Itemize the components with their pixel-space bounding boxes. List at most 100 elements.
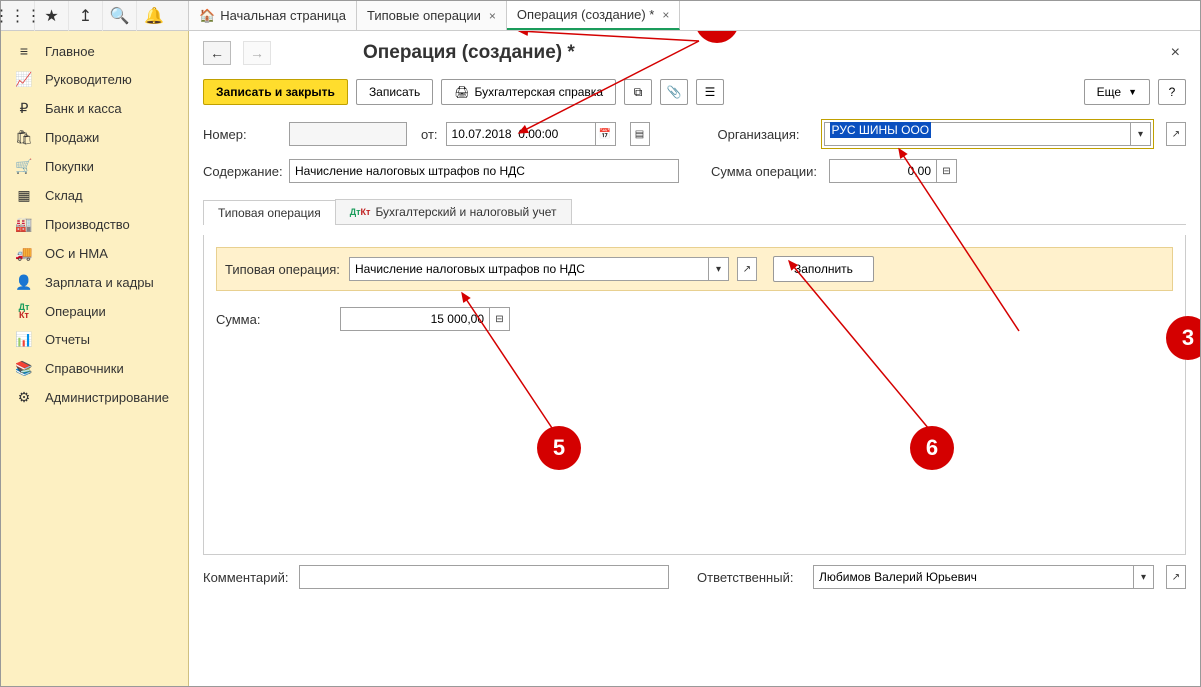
print-ref-label: Бухгалтерская справка [474,85,603,99]
from-label: от: [421,127,438,142]
open-typ-button[interactable]: ↗ [737,257,757,281]
row-content-sum: Содержание: Сумма операции: ⊟ [203,159,1186,183]
close-button[interactable]: × [1165,42,1186,64]
tab-label: Операция (создание) * [517,7,654,22]
inner-tab-typical[interactable]: Типовая операция [203,200,336,225]
tab-home[interactable]: 🏠 Начальная страница [189,1,357,30]
inner-content: Типовая операция: ▾ ↗ Заполнить Сумма: ⊟ [203,235,1186,555]
attach-button[interactable]: 📎 [660,79,688,105]
amount-input[interactable] [340,307,490,331]
sidebar-item-label: Отчеты [45,332,90,347]
sum-input[interactable] [829,159,937,183]
system-icons: ⋮⋮⋮ ★ ↥ 🔍 🔔 [1,1,189,30]
search-icon[interactable]: 🔍 [103,1,137,31]
sidebar-item-dictionaries[interactable]: 📚 Справочники [1,354,188,383]
close-icon[interactable]: × [489,9,496,23]
bag-icon: 🛍 [15,129,33,146]
sidebar-item-label: Производство [45,217,130,232]
top-toolbar: ⋮⋮⋮ ★ ↥ 🔍 🔔 🏠 Начальная страница Типовые… [1,1,1200,31]
sidebar-item-sales[interactable]: 🛍 Продажи [1,123,188,152]
open-org-button[interactable]: ↗ [1166,122,1186,146]
content-input[interactable] [289,159,679,183]
apps-icon[interactable]: ⋮⋮⋮ [1,1,35,31]
calc-icon[interactable]: ⊟ [937,159,957,183]
sidebar-item-bank[interactable]: ₽ Банк и касса [1,94,188,123]
more-label: Еще [1097,85,1121,99]
sidebar-item-admin[interactable]: ⚙ Администрирование [1,383,188,412]
chart-icon: 📈 [15,71,33,88]
save-close-button[interactable]: Записать и закрыть [203,79,348,105]
resp-input[interactable] [813,565,1134,589]
main-content: ← → Операция (создание) * × Записать и з… [189,31,1200,686]
comment-input[interactable] [299,565,669,589]
calendar-icon[interactable]: 📅 [596,122,616,146]
page-title: Операция (создание) * [363,42,575,64]
help-button[interactable]: ? [1158,79,1186,105]
content-label: Содержание: [203,164,281,179]
sidebar-item-warehouse[interactable]: ▦Склад [1,181,188,210]
forward-button[interactable]: → [243,41,271,65]
typ-input[interactable] [349,257,709,281]
fill-button[interactable]: Заполнить [773,256,874,282]
tab-operation-create[interactable]: Операция (создание) * × [507,1,680,30]
row-number-date-org: Номер: от: 📅 ▤ Организация: РУС ШИНЫ ООО… [203,119,1186,149]
list-button[interactable]: ☰ [696,79,724,105]
sidebar-item-purchases[interactable]: 🛒Покупки [1,152,188,181]
back-button[interactable]: ← [203,41,231,65]
doc-icon[interactable]: ▤ [630,122,650,146]
comment-label: Комментарий: [203,570,291,585]
sidebar-item-label: Администрирование [45,390,169,405]
sidebar-item-main[interactable]: ≡Главное [1,37,188,65]
reports-icon: 📊 [15,331,33,348]
row-amount: Сумма: ⊟ [216,307,1173,331]
number-input[interactable] [289,122,407,146]
sidebar-item-label: ОС и НМА [45,246,108,261]
chevron-down-icon[interactable]: ▾ [709,257,729,281]
sidebar-item-label: Банк и касса [45,101,122,116]
sidebar-item-label: Продажи [45,130,99,145]
ruble-icon: ₽ [15,100,33,117]
sidebar-item-reports[interactable]: 📊 Отчеты [1,325,188,354]
org-input[interactable]: РУС ШИНЫ ООО [824,122,1131,146]
save-button[interactable]: Записать [356,79,433,105]
sidebar-item-assets[interactable]: 🚚ОС и НМА [1,239,188,268]
sidebar-item-label: Склад [45,188,83,203]
gear-icon: ⚙ [15,389,33,406]
number-label: Номер: [203,127,281,142]
print-ref-button[interactable]: 🖨Бухгалтерская справка [441,79,616,105]
bell-icon[interactable]: 🔔 [137,1,171,31]
org-value: РУС ШИНЫ ООО [830,122,932,138]
tab-label: Типовые операции [367,8,481,23]
sidebar-item-manager[interactable]: 📈Руководителю [1,65,188,94]
calc-icon[interactable]: ⊟ [490,307,510,331]
sum-label: Сумма операции: [711,164,821,179]
structure-button[interactable]: ⧉ [624,79,652,105]
tab-label: Начальная страница [220,8,346,23]
sidebar-item-label: Справочники [45,361,124,376]
share-icon[interactable]: ↥ [69,1,103,31]
org-field-wrap: РУС ШИНЫ ООО ▾ [821,119,1154,149]
sidebar-item-salary[interactable]: 👤Зарплата и кадры [1,268,188,297]
sidebar-item-label: Зарплата и кадры [45,275,154,290]
inner-tab-accounting[interactable]: ДтКт Бухгалтерский и налоговый учет [335,199,572,224]
chevron-down-icon[interactable]: ▾ [1131,122,1151,146]
star-icon[interactable]: ★ [35,1,69,31]
tab-typical-ops[interactable]: Типовые операции × [357,1,507,30]
more-button[interactable]: Еще▼ [1084,79,1150,105]
typical-op-row: Типовая операция: ▾ ↗ Заполнить [216,247,1173,291]
inner-tab-label: Бухгалтерский и налоговый учет [375,205,556,219]
close-icon[interactable]: × [662,8,669,22]
tabs-bar: 🏠 Начальная страница Типовые операции × … [189,1,1200,30]
inner-tabs: Типовая операция ДтКт Бухгалтерский и на… [203,199,1186,225]
dtkt-icon: ДтКт [350,208,371,216]
open-resp-button[interactable]: ↗ [1166,565,1186,589]
factory-icon: 🏭 [15,216,33,233]
books-icon: 📚 [15,360,33,377]
sidebar-item-production[interactable]: 🏭 Производство [1,210,188,239]
sidebar-item-label: Покупки [45,159,94,174]
sidebar-item-operations[interactable]: ДтКтОперации [1,297,188,325]
inner-tab-label: Типовая операция [218,206,321,220]
chevron-down-icon[interactable]: ▾ [1134,565,1154,589]
date-input[interactable] [446,122,596,146]
command-bar: Записать и закрыть Записать 🖨Бухгалтерск… [203,79,1186,105]
